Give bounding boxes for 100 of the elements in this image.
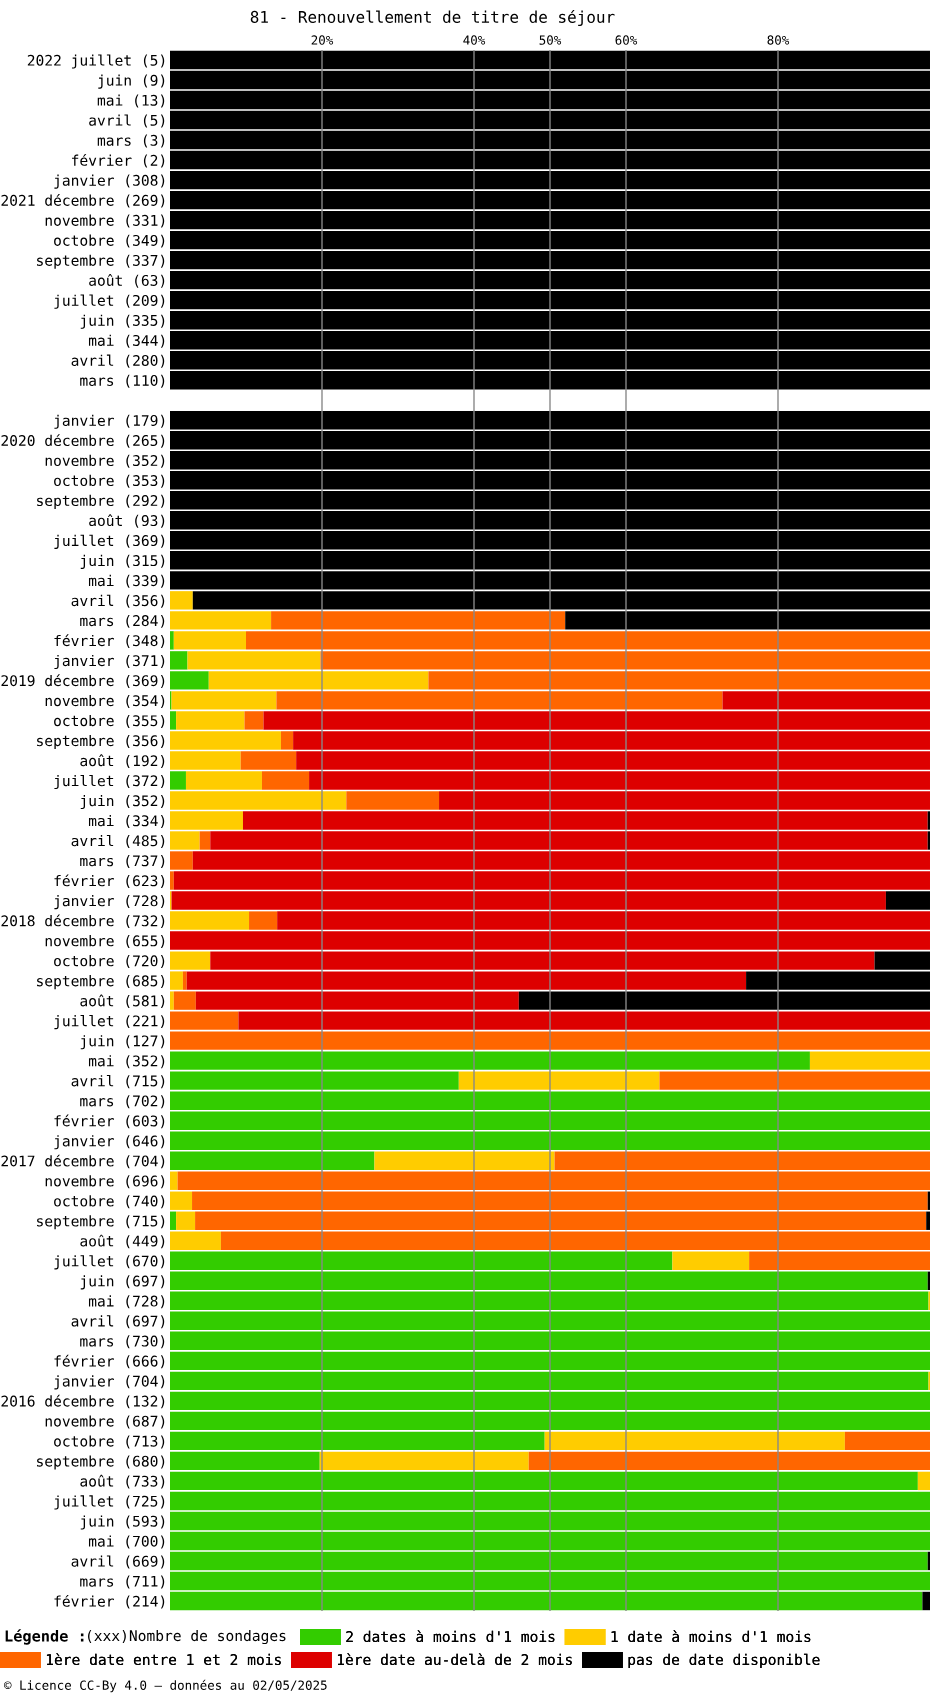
y-tick-label: novembre (352) bbox=[45, 454, 165, 468]
y-tick-label: mai (700) bbox=[88, 1535, 165, 1549]
y-tick-label: avril (697) bbox=[71, 1315, 165, 1329]
bar bbox=[374, 1151, 555, 1170]
bar bbox=[170, 50, 930, 70]
bar bbox=[170, 70, 930, 90]
y-tick-label: avril (485) bbox=[71, 834, 165, 849]
y-tick-label: novembre (331) bbox=[45, 214, 165, 228]
bar bbox=[170, 190, 930, 210]
y-tick-label: juin (9) bbox=[98, 74, 165, 89]
bar bbox=[170, 1151, 375, 1170]
y-tick-label: juillet (209) bbox=[54, 294, 165, 309]
bar bbox=[458, 1071, 660, 1090]
bar bbox=[170, 1171, 178, 1190]
bar bbox=[170, 110, 930, 130]
y-tick-label: octobre (740) bbox=[54, 1195, 165, 1209]
y-tick-label: 2019 décembre (369) bbox=[1, 674, 165, 688]
y-tick-label: mars (730) bbox=[80, 1335, 165, 1349]
bar bbox=[170, 1511, 930, 1531]
bar bbox=[170, 771, 186, 790]
y-tick-label: mai (334) bbox=[88, 814, 165, 828]
chart-title: 81 - Renouvellement de titre de séjour bbox=[250, 9, 615, 27]
y-tick-label: janvier (704) bbox=[54, 1375, 165, 1390]
bar bbox=[170, 170, 930, 190]
bar bbox=[672, 1251, 750, 1270]
bar bbox=[170, 1231, 221, 1250]
y-tick-label: février (214) bbox=[54, 1594, 165, 1609]
bar bbox=[170, 1531, 930, 1551]
y-tick-label: juillet (369) bbox=[54, 534, 165, 549]
legend-label: 1 date à moins d'1 mois bbox=[611, 1630, 811, 1643]
y-tick-label: mai (728) bbox=[88, 1295, 165, 1309]
y-tick-label: mars (3) bbox=[97, 134, 165, 148]
y-tick-label: août (192) bbox=[80, 754, 165, 768]
y-tick-label: janvier (308) bbox=[54, 174, 165, 189]
y-tick-label: octobre (713) bbox=[54, 1435, 165, 1449]
bar bbox=[244, 711, 264, 730]
bar bbox=[170, 471, 930, 490]
bar bbox=[554, 1151, 930, 1170]
bar bbox=[170, 1311, 930, 1331]
y-tick-label: septembre (685) bbox=[37, 975, 165, 990]
bar bbox=[917, 1471, 930, 1491]
y-tick-label: octobre (355) bbox=[54, 714, 165, 728]
y-tick-label: février (623) bbox=[54, 874, 165, 889]
legend-label: 1ère date entre 1 et 2 mois bbox=[46, 1653, 281, 1666]
y-tick-label: janvier (646) bbox=[54, 1135, 165, 1150]
y-tick-label: février (348) bbox=[54, 634, 165, 648]
x-tick-label: 60% bbox=[615, 35, 638, 45]
bar bbox=[170, 1251, 673, 1270]
x-tick-label: 80% bbox=[767, 35, 790, 45]
y-tick-label: juin (315) bbox=[80, 554, 165, 569]
y-tick-label: mai (13) bbox=[97, 94, 165, 108]
bar bbox=[170, 1211, 177, 1230]
bar bbox=[170, 130, 930, 150]
legend-label: pas de date disponible bbox=[628, 1653, 820, 1668]
bar bbox=[176, 1211, 196, 1230]
bar bbox=[544, 1431, 845, 1451]
y-tick-label: février (2) bbox=[72, 153, 165, 168]
y-tick-label: juillet (725) bbox=[54, 1495, 165, 1510]
bar bbox=[319, 1451, 529, 1471]
bar bbox=[170, 90, 930, 110]
y-tick-label: septembre (292) bbox=[37, 494, 165, 509]
x-tick-label: 20% bbox=[311, 35, 334, 45]
bar bbox=[170, 330, 930, 350]
y-tick-label: novembre (655) bbox=[45, 935, 165, 949]
y-tick-label: octobre (353) bbox=[54, 474, 165, 488]
y-tick-label: mai (339) bbox=[88, 574, 165, 588]
y-tick-label: 2018 décembre (732) bbox=[1, 914, 165, 929]
y-tick-label: mai (344) bbox=[88, 334, 165, 348]
y-tick-label: 2022 juillet (5) bbox=[27, 54, 165, 69]
text: (xxx)Nombre de sondages bbox=[88, 1629, 286, 1645]
y-tick-label: février (666) bbox=[54, 1354, 165, 1369]
y-tick-label: septembre (356) bbox=[37, 734, 165, 750]
y-tick-label: 2017 décembre (704) bbox=[1, 1154, 165, 1169]
y-tick-label: juillet (670) bbox=[54, 1255, 165, 1270]
bar bbox=[170, 210, 930, 230]
y-tick-label: janvier (371) bbox=[54, 654, 165, 669]
y-tick-label: 2021 décembre (269) bbox=[1, 194, 165, 208]
y-tick-label: juillet (221) bbox=[54, 1015, 165, 1030]
text: © Licence CC-By 4.0 — données au 02/05/2025 bbox=[4, 1679, 327, 1693]
y-tick-label: septembre (680) bbox=[37, 1455, 165, 1470]
y-tick-label: octobre (720) bbox=[54, 955, 165, 969]
x-tick-label: 40% bbox=[463, 35, 486, 45]
y-tick-label: mars (711) bbox=[80, 1575, 165, 1589]
y-tick-label: novembre (696) bbox=[45, 1175, 165, 1189]
y-tick-label: avril (280) bbox=[71, 354, 165, 368]
bar bbox=[170, 491, 930, 510]
bar bbox=[885, 891, 930, 910]
y-tick-label: 2016 décembre (132) bbox=[1, 1394, 165, 1409]
legend-label: 2 dates à moins d'1 mois bbox=[346, 1630, 555, 1643]
bar bbox=[192, 1191, 928, 1210]
bar bbox=[249, 911, 278, 930]
bar bbox=[170, 1491, 930, 1511]
y-tick-label: juin (352) bbox=[80, 794, 165, 810]
bar bbox=[170, 1331, 930, 1351]
bar bbox=[170, 1191, 193, 1210]
bar bbox=[170, 1371, 929, 1391]
y-tick-label: avril (669) bbox=[71, 1555, 165, 1569]
y-tick-label: août (581) bbox=[80, 994, 165, 1009]
bar bbox=[170, 250, 930, 270]
y-tick-label: mars (702) bbox=[80, 1095, 165, 1109]
